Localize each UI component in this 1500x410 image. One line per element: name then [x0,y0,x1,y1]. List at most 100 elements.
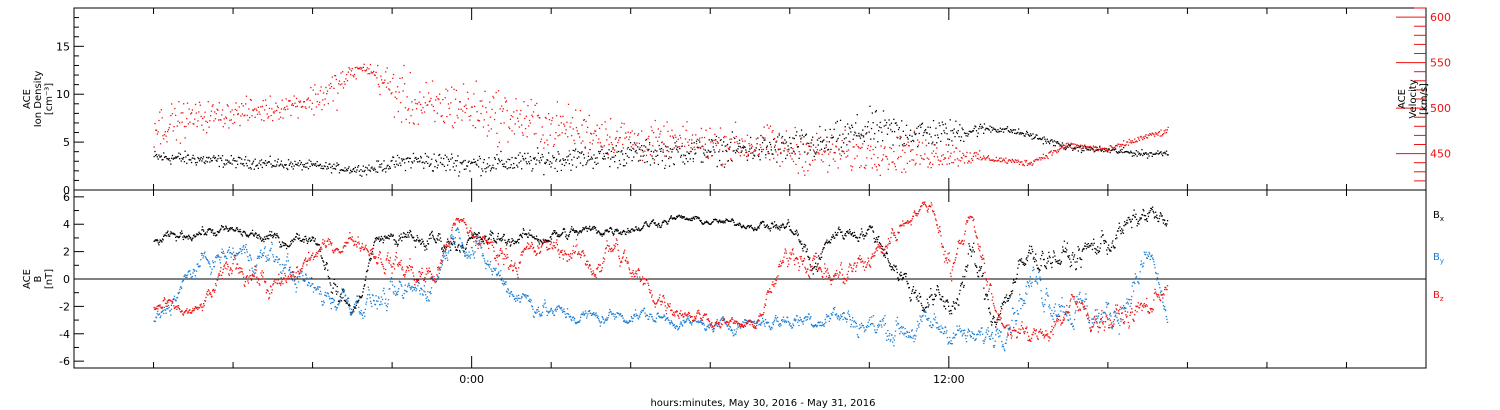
data-point [887,258,889,260]
data-point [427,92,430,94]
data-point [262,238,264,241]
data-point [460,246,462,248]
data-point [495,267,497,269]
data-point [441,247,443,249]
data-point [845,235,847,237]
data-point [613,156,615,158]
data-point [271,108,273,110]
data-point [290,271,292,273]
data-point [1044,265,1046,267]
data-point [271,243,273,245]
data-point [537,306,539,308]
data-point [892,161,894,163]
data-point [925,132,928,134]
data-point [992,315,995,317]
data-point [842,133,844,135]
data-point [1031,248,1033,251]
data-point [345,294,347,296]
data-point [1119,151,1121,154]
data-point [388,89,391,91]
data-point [345,300,347,302]
data-point [740,151,742,153]
data-point [331,292,334,294]
data-point [1125,151,1127,153]
data-point [851,126,854,128]
data-point [670,215,672,217]
data-point [976,157,978,160]
data-point [423,96,425,98]
data-point [987,298,989,301]
data-point [1039,137,1041,140]
data-point [983,287,985,289]
data-point [232,247,234,249]
data-point [1128,152,1130,154]
data-point [1133,209,1135,211]
data-point [523,101,525,103]
data-point [979,150,981,152]
data-point [241,158,243,160]
data-point [876,169,878,171]
data-point [403,158,405,161]
data-point [380,235,383,238]
data-point [526,163,528,165]
data-point [642,226,644,228]
data-point [1165,129,1167,131]
data-point [911,159,913,161]
data-point [833,128,835,130]
data-point [1075,268,1077,271]
data-point [172,130,174,132]
data-point [500,122,502,125]
data-point [476,111,478,113]
data-point [371,166,373,168]
data-point [1123,144,1126,147]
data-point [540,138,543,140]
data-point [519,301,522,303]
data-point [1095,149,1097,151]
data-point [848,232,850,234]
data-point [252,109,254,111]
data-point [414,246,417,248]
data-point [345,302,347,304]
data-point [425,81,427,84]
data-point [330,302,332,305]
data-point [197,265,199,267]
data-point [755,138,757,140]
data-point [996,321,998,323]
data-point [219,119,221,121]
data-point [287,108,289,110]
data-point [263,247,266,250]
data-point [465,104,467,106]
data-point [897,128,900,131]
data-point [651,155,653,157]
data-point [611,231,613,233]
data-point [350,171,353,173]
data-point [382,242,384,244]
data-point [547,159,549,162]
data-point [164,234,167,237]
data-point [1086,145,1088,148]
data-point [661,222,663,224]
data-point [282,165,284,167]
data-point [349,313,352,315]
data-point [278,165,280,167]
data-point [575,166,578,168]
data-point [1081,250,1083,252]
data-point [1057,141,1059,143]
data-point [630,231,632,233]
data-point [496,132,498,134]
data-point [532,116,534,118]
data-point [763,224,765,226]
data-point [596,157,598,159]
data-point [225,159,227,161]
data-point [336,285,338,288]
data-point [671,217,673,219]
data-point [474,161,477,163]
data-point [1084,146,1087,148]
data-point [243,245,245,247]
data-point [736,150,738,152]
data-point [218,102,220,104]
data-point [899,273,901,275]
data-point [498,159,500,161]
data-point [331,165,333,167]
data-point [933,144,935,146]
